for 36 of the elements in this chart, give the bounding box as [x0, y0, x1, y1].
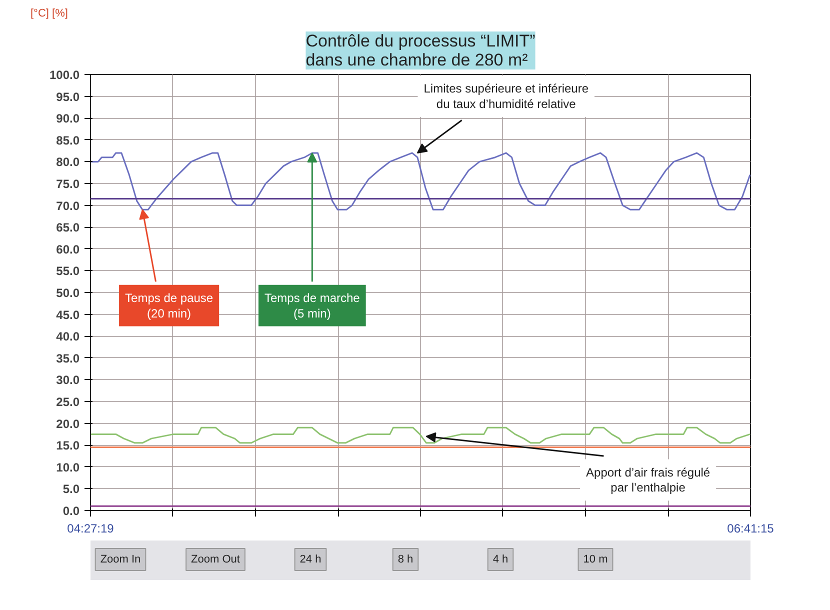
- y-tick-label: 30.0: [56, 373, 80, 388]
- y-tick-label: 85.0: [56, 133, 80, 148]
- y-tick-label: 5.0: [62, 482, 80, 496]
- y-tick-label: 65.0: [56, 220, 80, 235]
- y-tick-label: 100.0: [49, 68, 80, 82]
- x-tick-label: 06:41:15: [727, 522, 774, 536]
- y-tick-label: 15.0: [56, 438, 80, 453]
- x-tick-label: 04:27:19: [67, 522, 114, 536]
- annotation: Temps de marche (5 min): [264, 290, 360, 320]
- y-tick-label: 45.0: [56, 308, 80, 322]
- y-tick-label: 20.0: [56, 416, 80, 431]
- y-tick-label: 25.0: [56, 395, 80, 409]
- annotation: Temps de pause (20 min): [125, 290, 214, 320]
- chart-title: Contrôle du processus “LIMIT” dans une chambre de 280 m²: [306, 32, 536, 70]
- y-tick-label: 75.0: [56, 177, 80, 191]
- text: 24 h: [300, 554, 322, 566]
- y-tick-label: 40.0: [56, 330, 80, 344]
- text: Zoom Out: [191, 554, 240, 566]
- y-tick-label: 10.0: [56, 460, 80, 474]
- y-axis-title: [°C] [%]: [30, 8, 68, 20]
- y-tick-label: 60.0: [56, 242, 80, 256]
- y-tick-label: 35.0: [56, 351, 80, 366]
- y-tick-label: 0.0: [62, 504, 80, 518]
- y-tick-label: 90.0: [56, 112, 80, 126]
- y-tick-label: 70.0: [56, 198, 80, 213]
- y-tick-label: 80.0: [56, 155, 80, 170]
- text: 4 h: [492, 554, 508, 566]
- y-tick-label: 55.0: [56, 264, 80, 278]
- y-tick-label: 50.0: [56, 286, 80, 300]
- text: 10 m: [583, 554, 608, 566]
- annotation: Limites supérieure et inférieure du taux d’humidité relative: [424, 82, 589, 111]
- annotation: Apport d’air frais régulé par l’enthalpie: [586, 465, 710, 495]
- text: Zoom In: [100, 554, 141, 566]
- line-series: [90, 426, 750, 444]
- text: 8 h: [398, 554, 414, 566]
- y-tick-label: 95.0: [56, 90, 80, 104]
